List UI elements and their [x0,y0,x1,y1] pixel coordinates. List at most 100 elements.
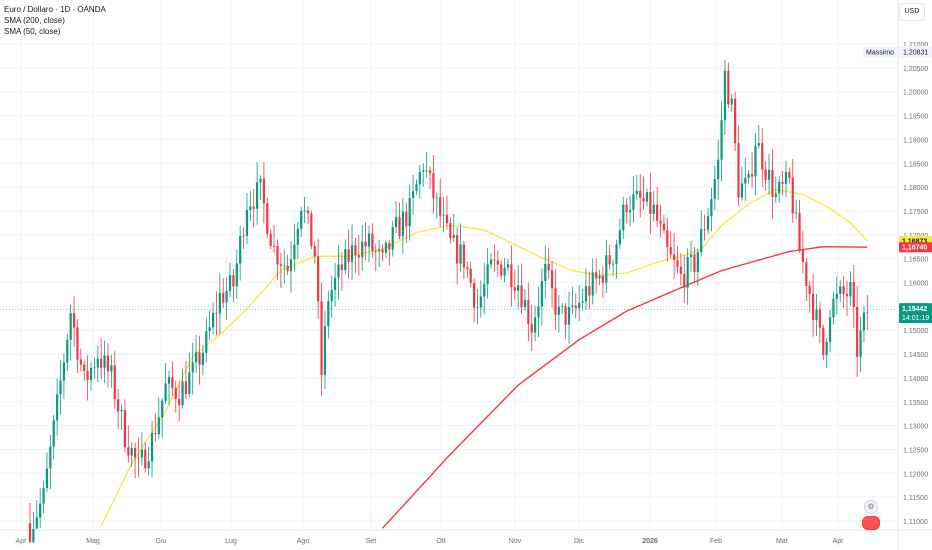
candle [208,310,211,341]
candle [239,226,242,281]
candle-body [544,263,547,281]
candle-body [79,359,82,365]
candle-body [666,230,669,248]
alert-icon[interactable] [862,516,880,530]
candle [147,446,150,476]
settings-icon[interactable]: ⚙ [864,500,878,514]
candle-body [293,244,296,260]
candle [550,261,554,308]
candle [374,243,377,272]
candle [127,425,130,463]
price-tick-label: 1,14000 [903,376,928,383]
candle [89,361,93,391]
candle [774,176,777,203]
candle [422,163,425,187]
sma200-legend[interactable]: SMA (200, close) [4,16,65,25]
candle-body [534,317,537,333]
time-tick-label: Apr [833,538,845,545]
candle [791,158,794,223]
candle [218,273,221,334]
candle [584,268,588,310]
candle [262,162,266,224]
price-tick-label: 1,18500 [903,161,928,168]
sma200-line [382,245,868,529]
candle-body [167,377,171,384]
candle-body [811,293,815,321]
candle-body [310,213,313,247]
candle-body [411,191,415,198]
candle-body [472,283,476,308]
time-tick-label: Lug [225,538,237,545]
candle-body [611,263,615,265]
candle [700,210,703,257]
candle [845,280,849,316]
candle [123,399,127,454]
candle-body [557,306,560,315]
candle-body [700,229,703,253]
candle [215,291,218,336]
candle [608,244,611,270]
candle-body [452,235,455,239]
candle-body [313,246,316,257]
candle [66,333,69,372]
candle [544,245,547,299]
candle-body [781,181,784,184]
candle [103,340,106,383]
candle [571,287,574,314]
candle-body [69,313,72,340]
candle-body [839,286,842,294]
candle [757,125,760,149]
candle [557,295,560,333]
candle-body [713,179,716,199]
candle [567,292,571,344]
candle [693,246,696,284]
candle [561,302,564,315]
candle [340,252,343,292]
candle-body [401,211,404,237]
candle [574,293,577,319]
candle [391,220,394,257]
candle [167,370,171,405]
candle-body [201,352,204,365]
time-tick-label: Mar [776,538,789,545]
candle [479,280,482,318]
candle [734,91,737,152]
candle-body [384,243,388,253]
candle-body [428,170,432,174]
candle-body [825,341,828,356]
candle [222,277,225,308]
candle [656,186,659,228]
candle-body [269,233,272,247]
candle-body [476,307,479,309]
candle [106,343,110,388]
candle-body [449,223,452,239]
candle [344,239,347,275]
candle [771,149,774,219]
candle-body [520,285,523,308]
currency-selector[interactable]: USD [899,3,925,21]
candle [513,269,516,300]
sma200-price-tag-bg [899,242,932,253]
candle-body [540,280,543,307]
candle [754,132,757,196]
symbol-title[interactable]: Euro / Dollaro · 1D · OANDA [4,5,106,14]
sma50-legend[interactable]: SMA (50, close) [4,27,61,36]
time-tick-label: 2026 [642,538,658,545]
candle-body [408,197,411,227]
candle-body [320,301,323,375]
candle [710,187,713,232]
candle-body [86,370,89,380]
candle-body [642,197,645,202]
candle-body [445,214,449,224]
candle [313,241,316,264]
candle [198,335,201,385]
candle-body [110,365,113,372]
candle-body [266,203,269,234]
candle-body [211,313,215,328]
candle [476,288,479,325]
candle-body [361,241,364,258]
price-tick-label: 1,19000 [903,137,928,144]
max-price-bg [863,46,932,59]
